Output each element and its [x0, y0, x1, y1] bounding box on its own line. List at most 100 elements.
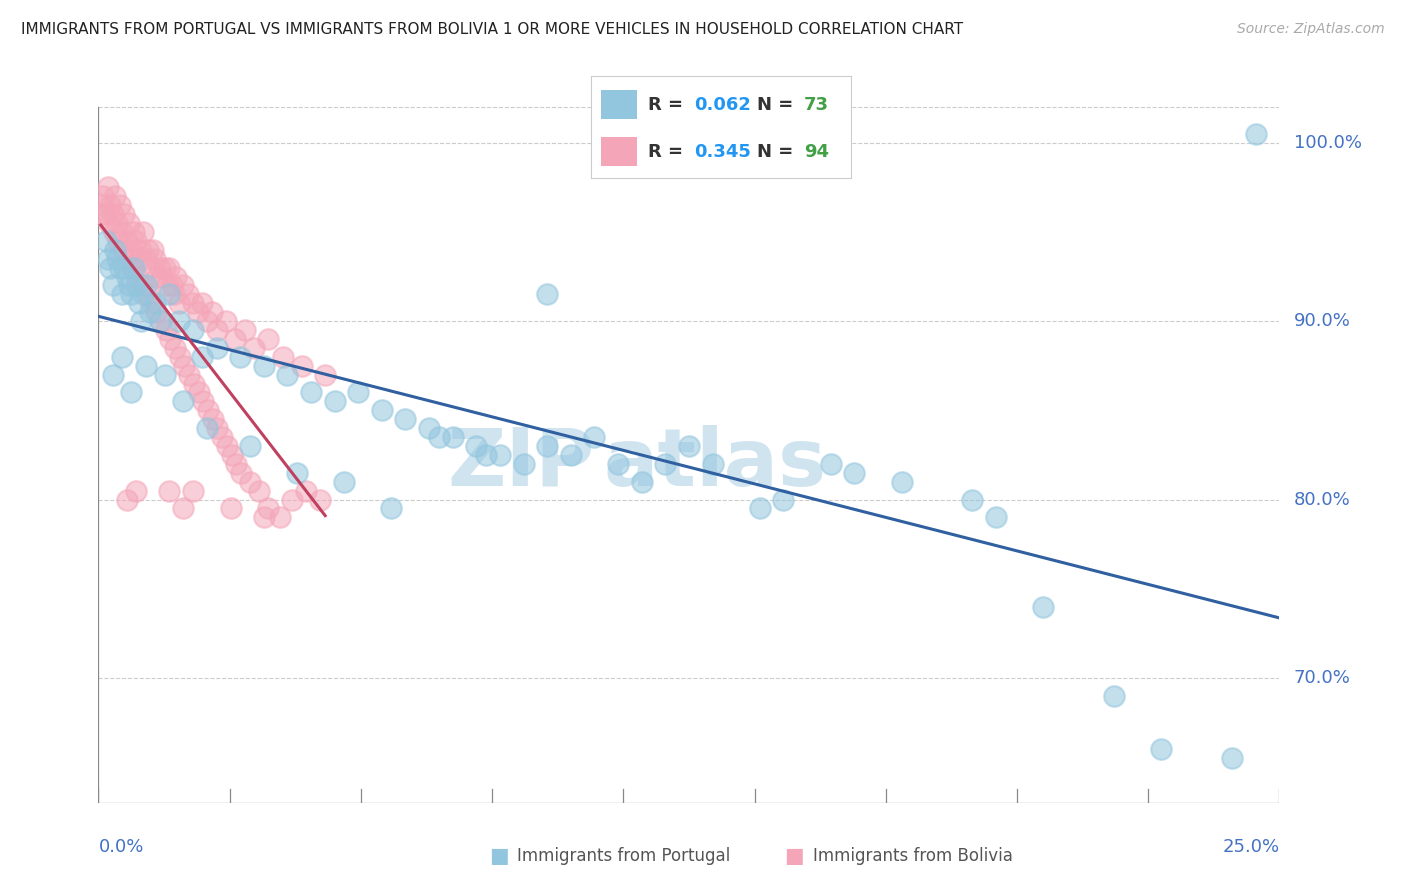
Point: [173, 359, 195, 373]
Bar: [600, 137, 637, 166]
Point: [98, 260, 121, 275]
Point: [111, 243, 134, 257]
Point: [91, 189, 114, 203]
Point: [101, 278, 124, 293]
Text: Immigrants from Portugal: Immigrants from Portugal: [517, 847, 731, 865]
Text: Immigrants from Bolivia: Immigrants from Bolivia: [813, 847, 1012, 865]
Point: [135, 278, 157, 293]
Point: [107, 234, 129, 248]
Point: [172, 278, 194, 293]
Point: [441, 430, 464, 444]
Point: [269, 510, 291, 524]
Point: [159, 332, 181, 346]
Point: [165, 269, 187, 284]
Point: [820, 457, 842, 471]
Point: [962, 492, 984, 507]
Point: [117, 252, 139, 266]
Point: [314, 368, 336, 382]
Point: [142, 243, 165, 257]
Point: [465, 439, 488, 453]
Text: R =: R =: [648, 143, 689, 161]
Point: [98, 198, 121, 212]
Point: [239, 439, 262, 453]
Point: [104, 243, 127, 257]
Point: [146, 269, 169, 284]
Point: [101, 368, 124, 382]
Text: 94: 94: [804, 143, 828, 161]
Point: [201, 305, 224, 319]
Point: [157, 483, 180, 498]
Text: 0.345: 0.345: [695, 143, 751, 161]
Point: [172, 394, 194, 409]
Point: [257, 501, 280, 516]
Point: [1032, 599, 1054, 614]
Point: [702, 457, 724, 471]
Point: [276, 368, 298, 382]
Point: [149, 314, 172, 328]
Point: [229, 466, 252, 480]
Point: [371, 403, 394, 417]
Point: [93, 207, 115, 221]
Point: [111, 350, 134, 364]
Point: [583, 430, 606, 444]
Point: [139, 260, 162, 275]
Point: [536, 439, 558, 453]
Point: [115, 269, 138, 284]
Point: [94, 207, 117, 221]
Point: [205, 341, 228, 355]
Point: [183, 376, 205, 391]
Point: [347, 385, 370, 400]
Point: [139, 305, 162, 319]
Point: [118, 278, 141, 293]
Point: [157, 287, 180, 301]
Point: [1220, 751, 1243, 765]
Text: N =: N =: [756, 95, 793, 113]
Point: [193, 394, 215, 409]
Point: [131, 278, 153, 293]
Point: [115, 234, 138, 248]
Point: [748, 501, 770, 516]
Point: [984, 510, 1007, 524]
Point: [281, 492, 304, 507]
Point: [157, 260, 180, 275]
Point: [125, 234, 148, 248]
Point: [136, 243, 159, 257]
Point: [233, 323, 256, 337]
Text: R =: R =: [648, 95, 689, 113]
Point: [285, 466, 308, 480]
Point: [239, 475, 262, 489]
Text: 0.062: 0.062: [695, 95, 751, 113]
Point: [191, 296, 214, 310]
Point: [149, 260, 172, 275]
Point: [215, 314, 238, 328]
Point: [121, 385, 143, 400]
Point: [229, 350, 252, 364]
Point: [844, 466, 866, 480]
Point: [105, 216, 128, 230]
Point: [221, 448, 243, 462]
Point: [145, 305, 167, 319]
Point: [112, 207, 135, 221]
Point: [172, 501, 194, 516]
Point: [181, 483, 204, 498]
Point: [295, 483, 318, 498]
Point: [253, 510, 276, 524]
Point: [101, 207, 124, 221]
Point: [512, 457, 534, 471]
Point: [177, 287, 200, 301]
Point: [125, 483, 148, 498]
Point: [103, 225, 125, 239]
Point: [135, 287, 157, 301]
Text: 0.0%: 0.0%: [98, 838, 143, 856]
Point: [129, 314, 152, 328]
Point: [132, 225, 155, 239]
Point: [1150, 742, 1173, 756]
Text: IMMIGRANTS FROM PORTUGAL VS IMMIGRANTS FROM BOLIVIA 1 OR MORE VEHICLES IN HOUSEH: IMMIGRANTS FROM PORTUGAL VS IMMIGRANTS F…: [21, 22, 963, 37]
Point: [224, 332, 246, 346]
Point: [129, 243, 152, 257]
Point: [187, 305, 209, 319]
Point: [890, 475, 912, 489]
Point: [1244, 127, 1267, 141]
Point: [112, 260, 135, 275]
Point: [97, 252, 120, 266]
